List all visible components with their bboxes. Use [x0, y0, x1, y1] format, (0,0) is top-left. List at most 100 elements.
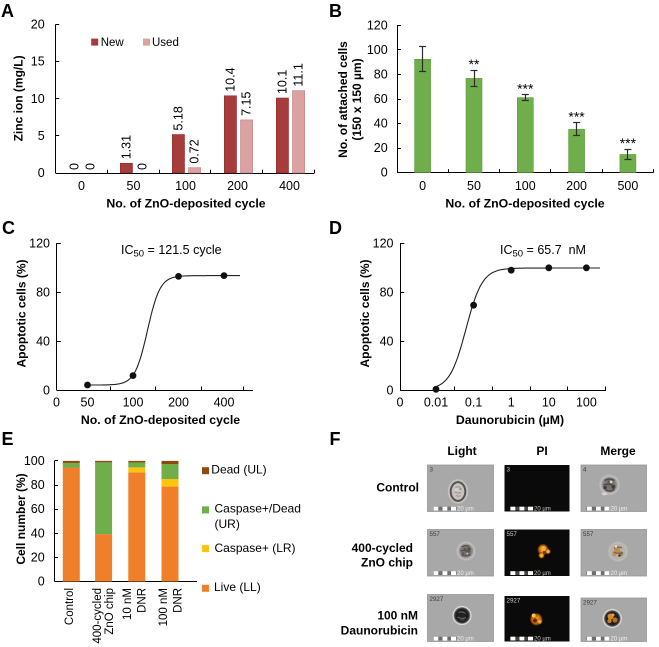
svg-text:Live (LL): Live (LL): [214, 580, 261, 594]
svg-text:20 µm: 20 µm: [611, 507, 628, 513]
svg-text:100: 100: [175, 179, 196, 193]
svg-text:E: E: [2, 429, 14, 449]
svg-text:***: ***: [620, 135, 637, 151]
svg-text:40: 40: [374, 117, 388, 131]
svg-text:11.1: 11.1: [292, 63, 306, 86]
svg-text:20 µm: 20 µm: [457, 507, 474, 513]
svg-text:20 µm: 20 µm: [534, 571, 551, 577]
svg-text:A: A: [1, 1, 14, 21]
svg-text:10.1: 10.1: [275, 70, 289, 94]
svg-text:200: 200: [566, 179, 587, 193]
svg-text:Cell number (%): Cell number (%): [14, 473, 28, 564]
svg-text:20 µm: 20 µm: [611, 637, 628, 643]
svg-text:0.1: 0.1: [465, 396, 482, 410]
svg-text:Dead (UL): Dead (UL): [211, 462, 266, 476]
svg-text:***: ***: [568, 109, 585, 125]
svg-text:0: 0: [84, 163, 98, 170]
svg-text:40: 40: [31, 526, 45, 540]
svg-text:557: 557: [507, 531, 518, 538]
svg-text:0.72: 0.72: [188, 139, 202, 163]
svg-text:0: 0: [387, 383, 394, 397]
svg-text:10.4: 10.4: [223, 67, 237, 91]
svg-text:80: 80: [36, 285, 50, 299]
svg-text:F: F: [330, 429, 341, 449]
svg-text:100 nM: 100 nM: [377, 609, 418, 623]
svg-text:120: 120: [29, 236, 50, 250]
svg-text:DNR: DNR: [173, 588, 185, 613]
svg-text:20 µm: 20 µm: [457, 571, 474, 577]
svg-text:IC50 = 65.7 nM: IC50 = 65.7 nM: [500, 243, 586, 260]
svg-text:557: 557: [430, 531, 441, 538]
svg-text:Merge: Merge: [600, 444, 636, 458]
svg-text:Light: Light: [447, 444, 476, 458]
svg-text:40: 40: [36, 334, 50, 348]
svg-text:D: D: [329, 218, 342, 238]
svg-text:400-cycled: 400-cycled: [92, 588, 104, 644]
svg-text:20 µm: 20 µm: [611, 571, 628, 577]
svg-text:0: 0: [53, 396, 60, 410]
svg-text:10: 10: [31, 92, 45, 106]
svg-text:No. of ZnO-deposited cycle: No. of ZnO-deposited cycle: [81, 413, 240, 427]
svg-text:100 nM: 100 nM: [158, 588, 170, 626]
svg-text:Apoptotic cells (%): Apoptotic cells (%): [358, 259, 372, 367]
svg-text:10 nM: 10 nM: [122, 588, 134, 620]
svg-text:20: 20: [31, 18, 45, 32]
svg-text:100: 100: [576, 396, 597, 410]
svg-text:0: 0: [136, 163, 150, 170]
svg-text:No. of attached cells: No. of attached cells: [336, 41, 350, 158]
svg-text:60: 60: [31, 502, 45, 516]
svg-text:100: 100: [515, 179, 536, 193]
svg-text:0.01: 0.01: [424, 396, 448, 410]
svg-text:(150 x 150 µm): (150 x 150 µm): [350, 58, 364, 140]
svg-text:Daunorubicin: Daunorubicin: [341, 624, 418, 638]
svg-text:20 µm: 20 µm: [457, 637, 474, 643]
svg-text:ZnO chip: ZnO chip: [361, 556, 413, 570]
svg-text:***: ***: [517, 81, 534, 97]
svg-text:7.15: 7.15: [240, 92, 254, 116]
svg-text:Daunorubicin (µM): Daunorubicin (µM): [456, 413, 564, 427]
svg-text:(UR): (UR): [215, 517, 240, 531]
svg-text:10: 10: [542, 396, 556, 410]
svg-text:20: 20: [31, 550, 45, 564]
svg-text:100: 100: [367, 43, 388, 57]
svg-text:B: B: [329, 1, 342, 21]
svg-text:1: 1: [508, 396, 515, 410]
svg-text:Control: Control: [64, 588, 76, 625]
svg-text:IC50 = 121.5 cycle: IC50 = 121.5 cycle: [121, 243, 222, 260]
svg-text:20 µm: 20 µm: [534, 507, 551, 513]
svg-text:Used: Used: [152, 37, 179, 49]
svg-text:100: 100: [123, 396, 144, 410]
svg-text:0: 0: [38, 166, 45, 180]
svg-text:0: 0: [381, 166, 388, 180]
svg-text:No. of ZnO-deposited cycle: No. of ZnO-deposited cycle: [106, 197, 265, 211]
svg-text:1.31: 1.31: [119, 135, 133, 159]
svg-text:0: 0: [419, 179, 426, 193]
svg-text:50: 50: [127, 179, 141, 193]
svg-text:50: 50: [81, 396, 95, 410]
svg-text:20: 20: [374, 141, 388, 155]
svg-text:80: 80: [31, 478, 45, 492]
svg-text:40: 40: [380, 334, 394, 348]
svg-text:200: 200: [227, 179, 248, 193]
svg-text:120: 120: [373, 236, 394, 250]
svg-text:0: 0: [38, 575, 45, 589]
svg-text:200: 200: [168, 396, 189, 410]
svg-text:15: 15: [31, 55, 45, 69]
svg-text:0: 0: [67, 163, 81, 170]
svg-text:50: 50: [467, 179, 481, 193]
svg-text:400: 400: [214, 396, 235, 410]
svg-text:0: 0: [397, 396, 404, 410]
svg-text:4: 4: [583, 466, 587, 473]
svg-text:557: 557: [583, 531, 594, 538]
svg-text:No. of ZnO-deposited cycle: No. of ZnO-deposited cycle: [445, 197, 604, 211]
svg-text:3: 3: [430, 466, 434, 473]
svg-text:**: **: [469, 56, 480, 72]
svg-text:2927: 2927: [507, 597, 521, 604]
svg-text:Control: Control: [376, 481, 419, 495]
svg-text:80: 80: [374, 68, 388, 82]
svg-text:20 µm: 20 µm: [534, 637, 551, 643]
svg-text:DNR: DNR: [137, 588, 149, 613]
svg-text:400: 400: [279, 179, 300, 193]
svg-text:PI: PI: [536, 444, 547, 458]
svg-text:500: 500: [617, 179, 638, 193]
